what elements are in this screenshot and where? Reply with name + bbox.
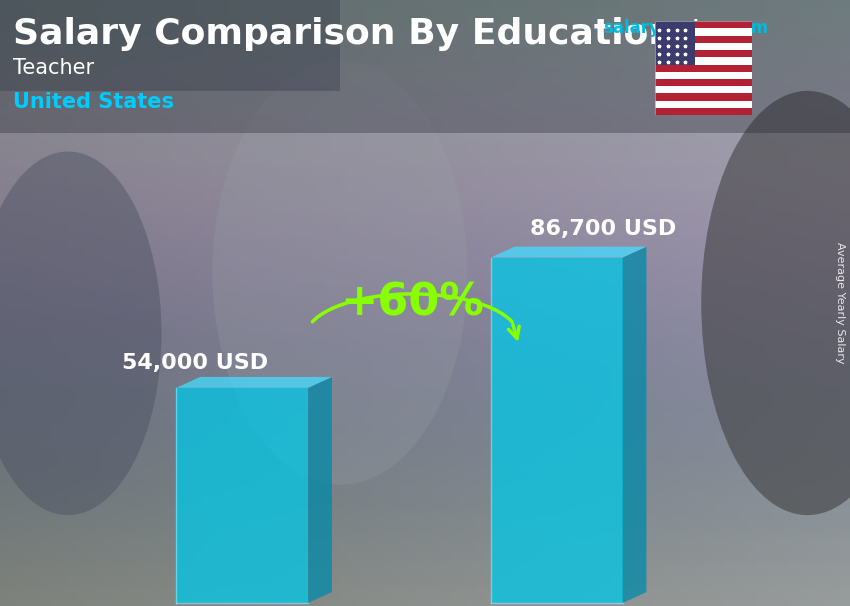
Polygon shape bbox=[490, 247, 647, 258]
Ellipse shape bbox=[701, 91, 850, 515]
Text: Teacher: Teacher bbox=[13, 58, 94, 78]
Bar bbox=[654, 86, 752, 93]
Bar bbox=[654, 108, 752, 115]
Text: United States: United States bbox=[13, 92, 173, 112]
Polygon shape bbox=[490, 258, 622, 603]
Text: Average Yearly Salary: Average Yearly Salary bbox=[835, 242, 845, 364]
Bar bbox=[0, 0, 340, 91]
Bar bbox=[654, 93, 752, 101]
Bar bbox=[654, 50, 752, 58]
Ellipse shape bbox=[0, 152, 162, 515]
Polygon shape bbox=[177, 377, 332, 388]
Text: salary: salary bbox=[604, 19, 660, 38]
Bar bbox=[0, 0, 850, 133]
Text: 54,000 USD: 54,000 USD bbox=[122, 353, 269, 373]
Bar bbox=[654, 72, 752, 79]
Bar bbox=[654, 101, 752, 108]
Polygon shape bbox=[177, 388, 308, 603]
Bar bbox=[654, 28, 752, 36]
Bar bbox=[654, 65, 752, 72]
Text: .com: .com bbox=[723, 19, 768, 38]
Text: 86,700 USD: 86,700 USD bbox=[530, 219, 677, 239]
Text: explorer: explorer bbox=[659, 19, 738, 38]
Bar bbox=[654, 58, 752, 65]
Ellipse shape bbox=[212, 61, 468, 485]
Text: +60%: +60% bbox=[340, 282, 484, 324]
Bar bbox=[654, 36, 752, 43]
Polygon shape bbox=[622, 247, 647, 603]
Bar bbox=[654, 21, 752, 28]
Bar bbox=[654, 43, 752, 50]
Bar bbox=[654, 79, 752, 86]
Bar bbox=[654, 21, 695, 65]
Polygon shape bbox=[308, 377, 332, 603]
Text: Salary Comparison By Education: Salary Comparison By Education bbox=[13, 17, 674, 51]
